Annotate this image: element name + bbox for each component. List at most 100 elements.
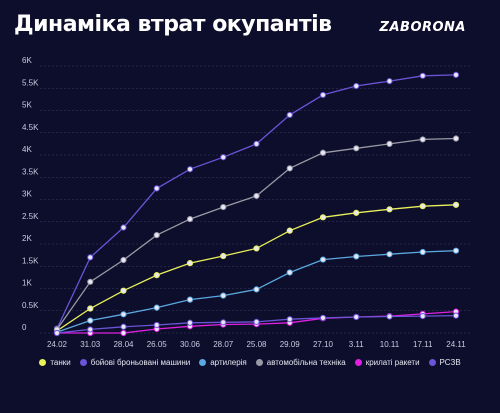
data-point	[153, 232, 160, 239]
y-tick-label: 3K	[22, 190, 32, 199]
data-point	[319, 314, 327, 321]
y-tick-label: 4K	[22, 145, 32, 154]
data-point	[186, 166, 194, 173]
y-tick-label: 1.5K	[22, 256, 39, 265]
data-point	[386, 313, 393, 320]
data-point	[319, 256, 327, 263]
data-point	[386, 78, 393, 85]
legend-label: бойові броньовані машини	[90, 358, 191, 367]
data-point	[53, 329, 61, 337]
legend-swatch	[199, 359, 207, 366]
data-point	[419, 248, 426, 256]
data-point	[120, 329, 127, 337]
legend-swatch	[39, 359, 47, 366]
data-point	[286, 227, 293, 234]
x-tick-label: 3.11	[349, 340, 365, 349]
y-tick-label: 2.5K	[22, 212, 39, 221]
y-tick-label: 1K	[22, 279, 32, 288]
series-0	[53, 201, 460, 334]
legend-item: автомобільна техніка	[255, 358, 346, 367]
y-tick-label: 0	[22, 323, 27, 332]
data-point	[153, 185, 160, 192]
data-point	[253, 318, 260, 325]
legend-item: бойові броньовані машини	[79, 358, 191, 367]
data-point	[120, 256, 127, 264]
legend-swatch	[79, 359, 87, 366]
data-point	[419, 136, 426, 143]
data-point	[452, 71, 460, 79]
data-point	[153, 321, 160, 329]
x-tick-label: 27.10	[313, 340, 334, 349]
x-tick-label: 28.04	[113, 340, 134, 349]
data-point	[120, 287, 127, 294]
data-point	[87, 326, 94, 333]
series-line	[56, 204, 457, 332]
data-point	[386, 140, 393, 147]
data-point	[353, 209, 360, 216]
data-point	[286, 316, 293, 323]
legend-item: крилаті ракети	[354, 358, 420, 367]
data-point	[253, 286, 260, 293]
data-point	[419, 312, 426, 320]
x-tick-label: 24.11	[446, 340, 466, 349]
data-point	[452, 247, 460, 254]
data-point	[253, 192, 260, 200]
x-tick-label: 10.11	[380, 340, 400, 349]
data-point	[286, 269, 293, 276]
legend-swatch	[255, 359, 263, 366]
x-tick-label: 24.02	[47, 340, 68, 349]
data-point	[386, 251, 393, 258]
data-point	[452, 201, 460, 208]
data-point	[386, 206, 393, 213]
data-point	[186, 260, 194, 267]
legend-item: танки	[39, 358, 71, 367]
data-point	[220, 319, 227, 326]
data-point	[452, 135, 460, 142]
data-point	[286, 165, 293, 172]
data-point	[220, 154, 227, 161]
legend-item: РСЗВ	[428, 358, 461, 367]
data-point	[353, 145, 360, 152]
legend-swatch	[428, 359, 436, 366]
x-tick-label: 29.09	[280, 340, 301, 349]
data-point	[220, 252, 227, 260]
legend-label: артилерія	[210, 358, 247, 367]
data-point	[253, 245, 260, 252]
data-point	[419, 72, 426, 79]
data-point	[220, 203, 227, 211]
data-point	[186, 215, 194, 223]
data-point	[120, 323, 127, 330]
series-lines	[53, 71, 460, 337]
x-tick-label: 31.03	[80, 340, 101, 349]
data-point	[353, 313, 360, 321]
data-point	[319, 214, 327, 221]
data-point	[153, 304, 160, 311]
y-tick-label: 5K	[22, 101, 32, 110]
series-2	[53, 247, 460, 336]
x-tick-label: 30.06	[180, 340, 201, 349]
data-point	[353, 82, 360, 90]
y-tick-label: 5.5K	[22, 78, 39, 87]
data-point	[87, 317, 94, 324]
x-tick-label: 25.08	[246, 340, 267, 349]
grid-lines	[40, 65, 470, 334]
y-tick-label: 2K	[22, 234, 32, 243]
y-axis-ticks: 0 0.5K 1K 1.5K 2K 2.5K 3K 3.5K 4K 4.5K 5K 5.5K 6K	[22, 56, 39, 332]
data-point	[186, 319, 194, 326]
data-point	[186, 296, 194, 303]
series-3	[53, 135, 460, 333]
legend-item: артилерія	[199, 358, 247, 367]
legend-label: РСЗВ	[439, 358, 461, 367]
series-5	[53, 312, 460, 337]
x-tick-label: 28.07	[213, 340, 234, 349]
y-tick-label: 4.5K	[22, 123, 39, 132]
y-tick-label: 0.5K	[22, 301, 39, 310]
data-point	[419, 203, 426, 210]
x-tick-label: 26.05	[147, 340, 168, 349]
legend-label: танки	[50, 358, 71, 367]
data-point	[319, 91, 327, 99]
data-point	[120, 311, 127, 318]
data-point	[353, 253, 360, 260]
chart-title: Динаміка втрат окупантів	[14, 12, 332, 37]
